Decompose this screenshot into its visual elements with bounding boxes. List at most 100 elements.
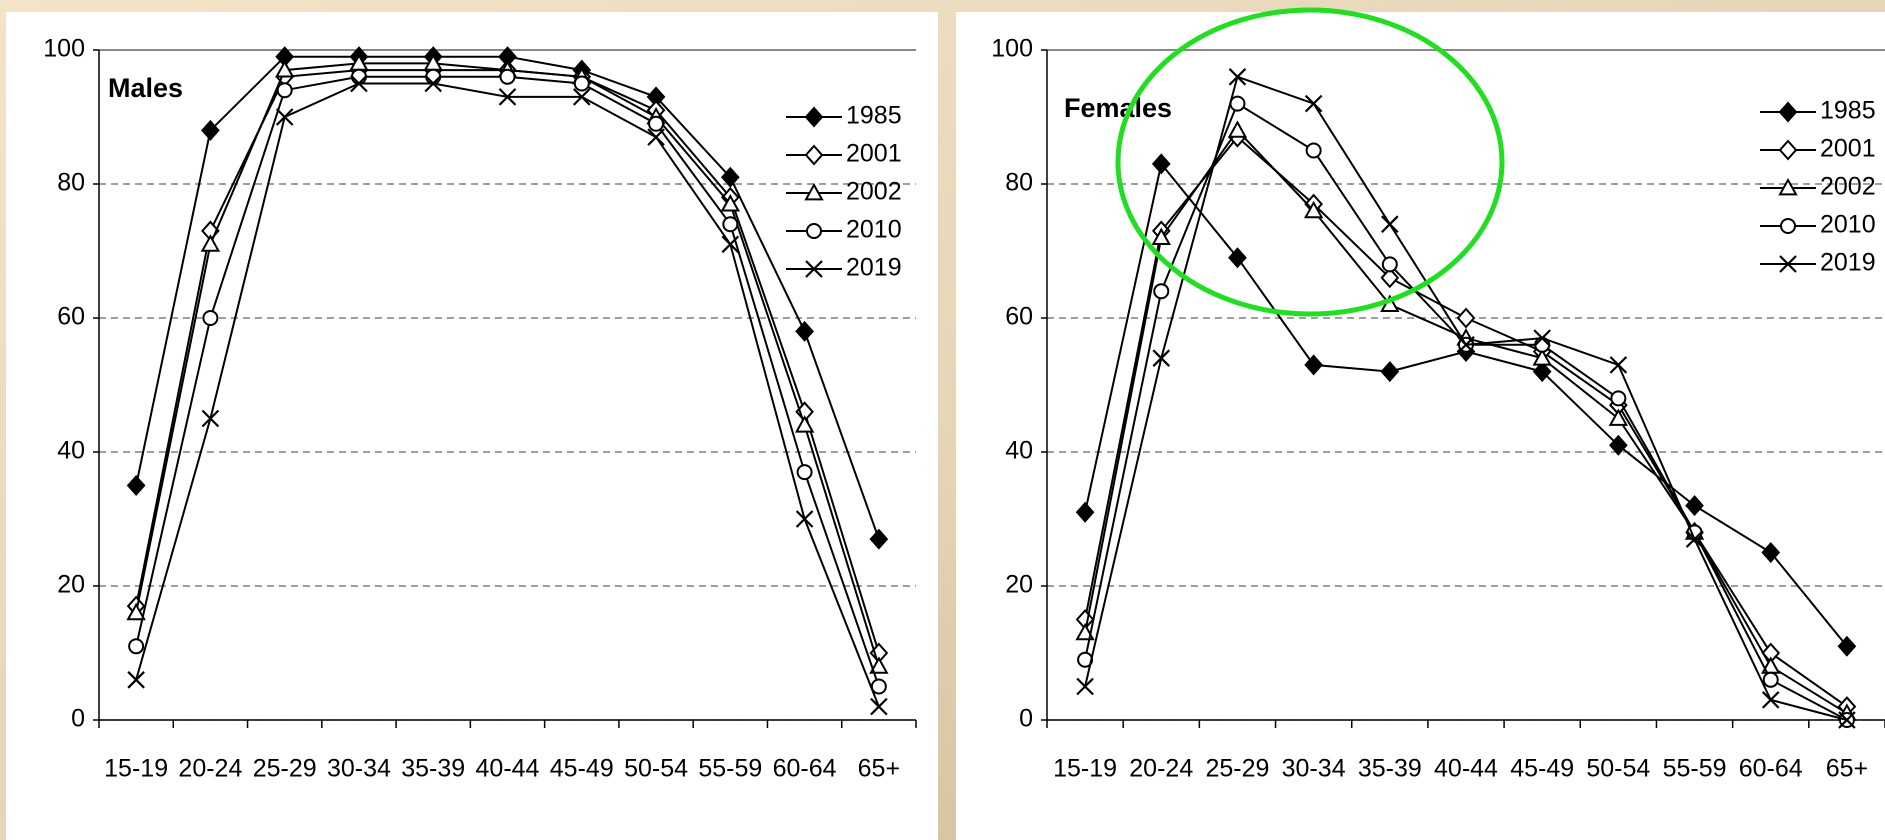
highlight-circle xyxy=(1115,7,1505,317)
marker xyxy=(1151,153,1171,175)
marker xyxy=(1838,711,1856,729)
x-tick-label: 25-29 xyxy=(1205,755,1269,783)
marker xyxy=(796,464,813,481)
marker xyxy=(1152,349,1171,367)
x-tick-label: 60-64 xyxy=(1739,755,1803,783)
marker xyxy=(1533,329,1551,347)
marker xyxy=(1381,215,1399,233)
marker xyxy=(794,415,815,433)
x-tick-label: 35-39 xyxy=(1358,755,1422,783)
legend-label: 1985 xyxy=(846,102,902,130)
marker xyxy=(1305,142,1322,159)
marker xyxy=(648,115,665,132)
marker xyxy=(647,128,665,146)
marker xyxy=(1228,68,1247,86)
legend-label: 2010 xyxy=(1820,211,1876,239)
marker xyxy=(1761,691,1780,709)
x-tick-label: 15-19 xyxy=(104,755,168,783)
marker xyxy=(870,678,887,695)
marker xyxy=(722,216,739,233)
marker xyxy=(573,75,590,92)
x-tick-label: 45-49 xyxy=(1510,755,1574,783)
x-tick-label: 50-54 xyxy=(1586,755,1650,783)
marker xyxy=(720,166,740,188)
marker xyxy=(1609,356,1628,374)
legend-marker xyxy=(1778,101,1798,123)
plots: 0 20 40 60 80 100 15-19 20-24 25-29 30-34 35-39 40-… xyxy=(43,35,1885,783)
marker xyxy=(1303,200,1324,219)
x-tick-label: 50-54 xyxy=(624,755,688,783)
panel xyxy=(6,12,938,840)
legend-label: 2002 xyxy=(1820,173,1876,201)
y-tick-label: 0 xyxy=(71,705,85,733)
x-tick-label: 60-64 xyxy=(773,755,837,783)
marker xyxy=(1685,495,1704,517)
x-tick-label: 40-44 xyxy=(476,755,540,783)
x-tick-label: 65+ xyxy=(1826,755,1868,783)
marker xyxy=(1304,354,1323,376)
marker xyxy=(1837,635,1857,657)
marker xyxy=(202,310,219,326)
y-tick-label: 0 xyxy=(1019,705,1033,733)
marker xyxy=(1151,227,1171,245)
marker xyxy=(1609,434,1628,456)
x-tick-label: 15-19 xyxy=(1053,755,1117,783)
legend-marker xyxy=(1780,218,1796,234)
legend-label: 2019 xyxy=(1820,249,1876,277)
marker xyxy=(425,68,442,85)
legend-marker xyxy=(1779,255,1797,273)
marker xyxy=(1685,530,1704,548)
marker xyxy=(721,235,740,254)
marker xyxy=(1381,256,1398,273)
legend-marker xyxy=(1778,177,1798,196)
x-tick-label: 35-39 xyxy=(401,755,465,783)
legend-marker xyxy=(1778,139,1798,161)
marker xyxy=(126,474,146,497)
legend-label: 2010 xyxy=(846,216,902,244)
marker xyxy=(720,194,741,212)
marker xyxy=(1380,361,1400,383)
marker xyxy=(870,697,888,716)
marker xyxy=(201,119,220,141)
marker xyxy=(572,88,591,106)
y-tick-label: 40 xyxy=(57,437,85,465)
x-tick-label: 65+ xyxy=(858,755,900,783)
marker xyxy=(1228,247,1247,269)
y-tick-label: 100 xyxy=(43,35,85,63)
marker xyxy=(795,320,814,342)
y-tick-label: 20 xyxy=(57,571,85,599)
y-tick-label: 60 xyxy=(57,303,85,331)
marker xyxy=(1610,390,1627,407)
legend-label: 1985 xyxy=(1820,97,1876,125)
marker xyxy=(1227,120,1248,138)
x-tick-label: 25-29 xyxy=(253,755,317,783)
x-tick-label: 30-34 xyxy=(1282,755,1346,783)
chart-title: Males xyxy=(108,73,183,103)
marker xyxy=(350,68,367,85)
marker xyxy=(1608,408,1629,426)
x-tick-label: 40-44 xyxy=(1434,755,1498,783)
marker xyxy=(795,510,814,528)
marker xyxy=(275,108,294,126)
x-tick-label: 20-24 xyxy=(1129,755,1193,783)
x-tick-label: 55-59 xyxy=(698,755,762,783)
chart-title: Females xyxy=(1064,93,1172,123)
marker xyxy=(128,638,145,655)
marker xyxy=(1532,361,1552,383)
marker xyxy=(869,528,889,550)
marker xyxy=(126,602,146,621)
marker xyxy=(499,68,516,85)
marker xyxy=(1380,267,1400,289)
legend-marker xyxy=(806,223,822,239)
marker xyxy=(1762,671,1779,688)
marker xyxy=(350,74,368,93)
marker xyxy=(1761,541,1781,564)
x-tick-label: 30-34 xyxy=(327,755,391,783)
panel xyxy=(956,12,1885,840)
marker xyxy=(869,656,889,674)
marker xyxy=(276,82,293,99)
legend-marker xyxy=(804,106,824,128)
marker xyxy=(127,671,145,689)
